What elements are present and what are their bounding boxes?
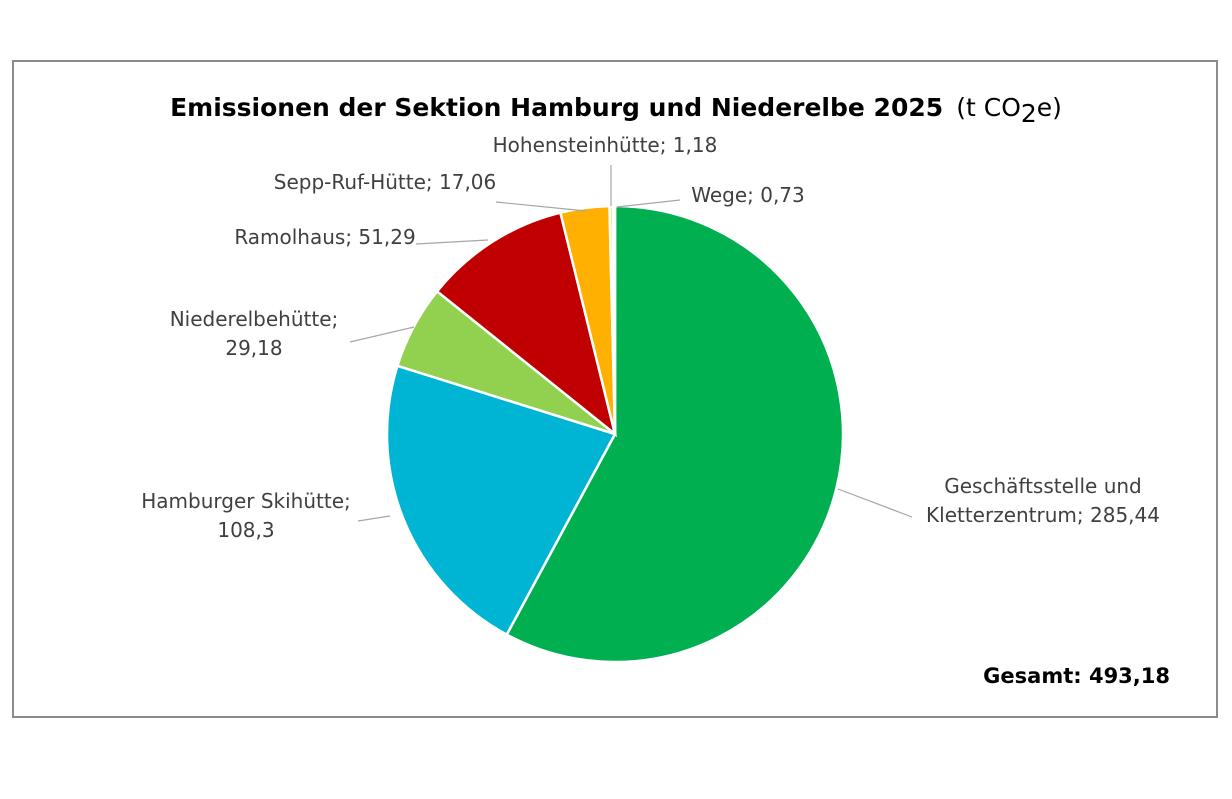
leader-line-0	[837, 488, 913, 518]
slice-label-line: Ramolhaus; 51,29	[234, 225, 415, 249]
pie-slice-0	[505, 204, 845, 664]
leader-line-1	[357, 515, 391, 522]
slice-label-line: Wege; 0,73	[691, 183, 805, 207]
pie-slice-6	[611, 204, 617, 435]
slice-label-0: Geschäftsstelle und Kletterzentrum; 285,4…	[926, 474, 1160, 527]
chart-unit-suffix: e)	[1037, 93, 1062, 122]
chart-title-text: Emissionen der Sektion Hamburg und Niede…	[170, 93, 943, 122]
pie-slice-1	[385, 364, 617, 637]
pie-slice-3	[435, 211, 618, 438]
chart-unit-prefix: (t CO	[956, 93, 1021, 122]
slice-label-5: Hohensteinhütte; 1,18	[493, 133, 718, 157]
slice-label-line: Hohensteinhütte; 1,18	[493, 133, 718, 157]
slice-label-line: Sepp-Ruf-Hütte; 17,06	[274, 170, 497, 194]
leader-line-3	[415, 239, 489, 245]
leader-line-6	[616, 199, 681, 208]
slice-label-6: Wege; 0,73	[691, 183, 805, 207]
slice-label-line: Geschäftsstelle und	[944, 474, 1142, 498]
slice-label-line: Niederelbehütte;	[170, 307, 339, 331]
slice-label-line: 29,18	[225, 336, 282, 360]
chart-unit-sub: 2	[1021, 99, 1037, 128]
total-label: Gesamt: 493,18	[983, 664, 1170, 688]
slice-label-2: Niederelbehütte; 29,18	[170, 307, 339, 360]
slice-label-4: Sepp-Ruf-Hütte; 17,06	[274, 170, 497, 194]
slice-label-3: Ramolhaus; 51,29	[234, 225, 415, 249]
slice-label-line: 108,3	[217, 518, 274, 542]
slice-label-line: Hamburger Skihütte;	[141, 489, 351, 513]
leader-line-2	[349, 326, 415, 343]
chart-title: Emissionen der Sektion Hamburg und Niede…	[170, 93, 1062, 128]
slice-label-1: Hamburger Skihütte; 108,3	[141, 489, 351, 542]
slice-label-line: Kletterzentrum; 285,44	[926, 503, 1160, 527]
leader-line-4	[495, 201, 587, 212]
